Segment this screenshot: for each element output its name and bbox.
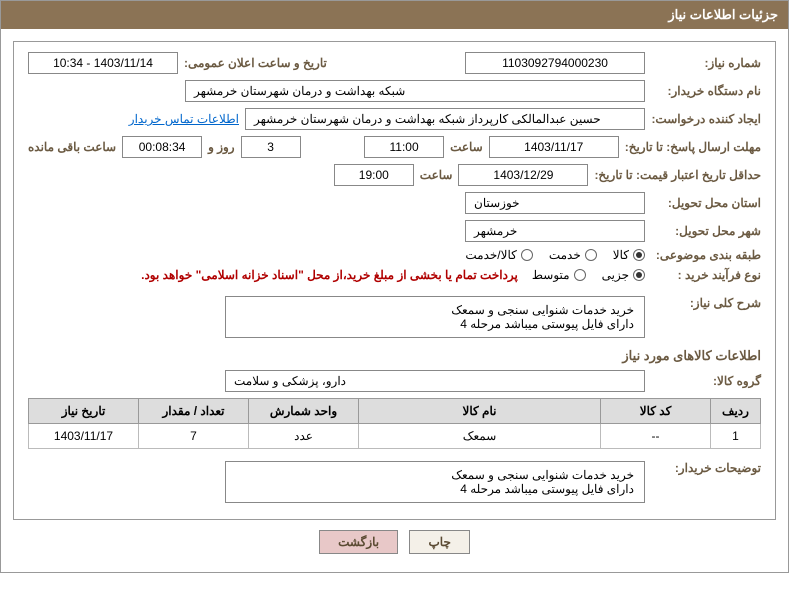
- th-name: نام کالا: [359, 399, 601, 424]
- cell-qty: 7: [139, 424, 249, 449]
- row-description: شرح کلی نیاز: خرید خدمات شنوایی سنجی و س…: [28, 296, 761, 338]
- deadline-time-label: ساعت: [450, 140, 483, 154]
- radio-partial[interactable]: جزیی: [602, 268, 645, 282]
- buyer-notes-line2: دارای فایل پیوستی میباشد مرحله 4: [236, 482, 634, 496]
- cell-name: سمعک: [359, 424, 601, 449]
- buyer-notes-line1: خرید خدمات شنوایی سنجی و سمعک: [236, 468, 634, 482]
- radio-service[interactable]: خدمت: [549, 248, 597, 262]
- row-city: شهر محل تحویل: خرمشهر: [28, 220, 761, 242]
- buyer-label: نام دستگاه خریدار:: [651, 84, 761, 98]
- cell-code: --: [601, 424, 711, 449]
- row-buyer-notes: توضیحات خریدار: خرید خدمات شنوایی سنجی و…: [28, 461, 761, 503]
- th-code: کد کالا: [601, 399, 711, 424]
- validity-time: 19:00: [334, 164, 414, 186]
- radio-goods-service[interactable]: کالا/خدمت: [465, 248, 532, 262]
- radio-goods-service-label: کالا/خدمت: [465, 248, 516, 262]
- row-category: طبقه بندی موضوعی: کالا خدمت کالا/خدمت: [28, 248, 761, 262]
- category-label: طبقه بندی موضوعی:: [651, 248, 761, 262]
- days-and-label: روز و: [208, 140, 235, 154]
- th-qty: تعداد / مقدار: [139, 399, 249, 424]
- category-radio-group: کالا خدمت کالا/خدمت: [465, 248, 645, 262]
- window: جزئیات اطلاعات نیاز شماره نیاز: 11030927…: [0, 0, 789, 573]
- desc-line2: دارای فایل پیوستی میباشد مرحله 4: [236, 317, 634, 331]
- province-label: استان محل تحویل:: [651, 196, 761, 210]
- validity-label: حداقل تاریخ اعتبار قیمت: تا تاریخ:: [594, 168, 761, 182]
- desc-label: شرح کلی نیاز:: [651, 296, 761, 310]
- validity-time-label: ساعت: [420, 168, 453, 182]
- radio-dot-icon: [574, 269, 586, 281]
- desc-box: خرید خدمات شنوایی سنجی و سمعک دارای فایل…: [225, 296, 645, 338]
- cell-date: 1403/11/17: [29, 424, 139, 449]
- row-province: استان محل تحویل: خوزستان: [28, 192, 761, 214]
- radio-medium[interactable]: متوسط: [532, 268, 586, 282]
- th-date: تاریخ نیاز: [29, 399, 139, 424]
- cell-row: 1: [711, 424, 761, 449]
- cell-unit: عدد: [249, 424, 359, 449]
- row-group: گروه کالا: دارو، پزشکی و سلامت: [28, 370, 761, 392]
- back-button[interactable]: بازگشت: [319, 530, 398, 554]
- radio-goods-label: کالا: [613, 248, 629, 262]
- group-value: دارو، پزشکی و سلامت: [225, 370, 645, 392]
- buttons-row: چاپ بازگشت: [13, 530, 776, 554]
- payment-note: پرداخت تمام یا بخشی از مبلغ خرید،از محل …: [141, 268, 518, 282]
- row-deadline: مهلت ارسال پاسخ: تا تاریخ: 1403/11/17 سا…: [28, 136, 761, 158]
- title-bar: جزئیات اطلاعات نیاز: [1, 1, 788, 29]
- radio-dot-icon: [633, 269, 645, 281]
- items-section-title: اطلاعات کالاهای مورد نیاز: [28, 348, 761, 364]
- radio-dot-icon: [521, 249, 533, 261]
- deadline-date: 1403/11/17: [489, 136, 619, 158]
- city-value: خرمشهر: [465, 220, 645, 242]
- buyer-notes-label: توضیحات خریدار:: [651, 461, 761, 475]
- details-panel: شماره نیاز: 1103092794000230 تاریخ و ساع…: [13, 41, 776, 520]
- requester-value: حسین عبدالمالکی کارپرداز شبکه بهداشت و د…: [245, 108, 645, 130]
- th-unit: واحد شمارش: [249, 399, 359, 424]
- radio-service-label: خدمت: [549, 248, 581, 262]
- table-row: 1 -- سمعک عدد 7 1403/11/17: [29, 424, 761, 449]
- requester-label: ایجاد کننده درخواست:: [651, 112, 761, 126]
- buyer-notes-box: خرید خدمات شنوایی سنجی و سمعک دارای فایل…: [225, 461, 645, 503]
- city-label: شهر محل تحویل:: [651, 224, 761, 238]
- province-value: خوزستان: [465, 192, 645, 214]
- remaining-label: ساعت باقی مانده: [28, 140, 116, 154]
- title-text: جزئیات اطلاعات نیاز: [668, 7, 778, 22]
- items-table: ردیف کد کالا نام کالا واحد شمارش تعداد /…: [28, 398, 761, 449]
- row-requester: ایجاد کننده درخواست: حسین عبدالمالکی کار…: [28, 108, 761, 130]
- announce-dt-label: تاریخ و ساعت اعلان عمومی:: [184, 56, 327, 70]
- process-label: نوع فرآیند خرید :: [651, 268, 761, 282]
- row-process: نوع فرآیند خرید : جزیی متوسط پرداخت تمام…: [28, 268, 761, 282]
- radio-goods[interactable]: کالا: [613, 248, 645, 262]
- radio-dot-icon: [633, 249, 645, 261]
- th-row: ردیف: [711, 399, 761, 424]
- group-label: گروه کالا:: [651, 374, 761, 388]
- table-header-row: ردیف کد کالا نام کالا واحد شمارش تعداد /…: [29, 399, 761, 424]
- desc-line1: خرید خدمات شنوایی سنجی و سمعک: [236, 303, 634, 317]
- content-area: شماره نیاز: 1103092794000230 تاریخ و ساع…: [1, 29, 788, 572]
- process-radio-group: جزیی متوسط: [532, 268, 645, 282]
- buyer-value: شبکه بهداشت و درمان شهرستان خرمشهر: [185, 80, 645, 102]
- radio-medium-label: متوسط: [532, 268, 570, 282]
- contact-link[interactable]: اطلاعات تماس خریدار: [129, 112, 239, 126]
- print-button[interactable]: چاپ: [409, 530, 469, 554]
- row-validity: حداقل تاریخ اعتبار قیمت: تا تاریخ: 1403/…: [28, 164, 761, 186]
- radio-dot-icon: [585, 249, 597, 261]
- row-buyer: نام دستگاه خریدار: شبکه بهداشت و درمان ش…: [28, 80, 761, 102]
- deadline-label: مهلت ارسال پاسخ: تا تاریخ:: [625, 140, 761, 154]
- days-count: 3: [241, 136, 301, 158]
- need-number-label: شماره نیاز:: [651, 56, 761, 70]
- announce-dt-value: 1403/11/14 - 10:34: [28, 52, 178, 74]
- deadline-time: 11:00: [364, 136, 444, 158]
- validity-date: 1403/12/29: [458, 164, 588, 186]
- countdown: 00:08:34: [122, 136, 202, 158]
- row-need-number: شماره نیاز: 1103092794000230 تاریخ و ساع…: [28, 52, 761, 74]
- need-number-value: 1103092794000230: [465, 52, 645, 74]
- radio-partial-label: جزیی: [602, 268, 629, 282]
